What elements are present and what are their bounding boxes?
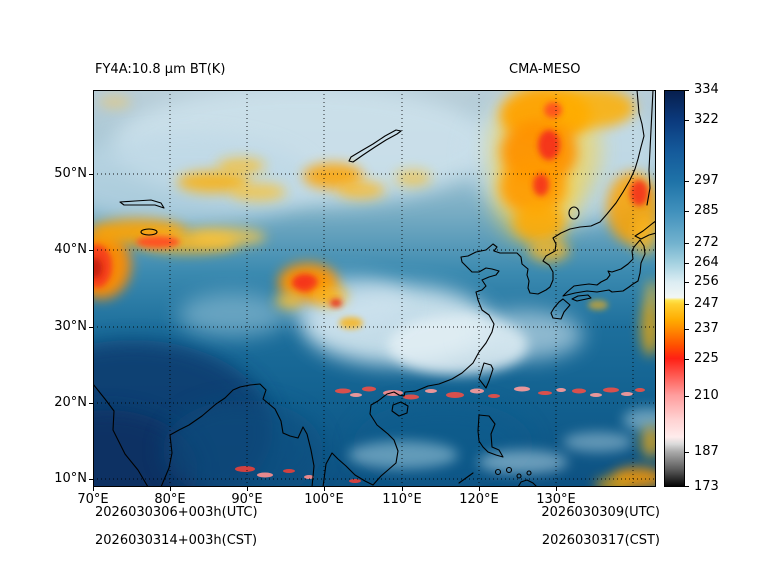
colorbar-tick-label: 173 (694, 479, 719, 494)
y-tick-label: 40°N (54, 242, 87, 257)
colorbar-tick-mark (685, 263, 689, 264)
x-tick-mark (93, 487, 94, 491)
colorbar (664, 90, 685, 487)
forecast-time-utc: 2026030306+003h(UTC) (95, 505, 258, 520)
y-tick-label: 50°N (54, 166, 87, 181)
valid-time-utc: 2026030309(UTC) (541, 505, 660, 520)
coastline-layer (93, 90, 656, 487)
y-tick-mark (89, 250, 93, 251)
bt-field-layer (93, 90, 656, 487)
colorbar-tick-label: 210 (694, 388, 719, 403)
y-tick-mark (89, 327, 93, 328)
colorbar-tick-mark (685, 90, 689, 91)
x-tick-label: 120°E (459, 492, 499, 507)
colorbar-tick-mark (685, 329, 689, 330)
x-tick-label: 130°E (536, 492, 576, 507)
y-tick-label: 20°N (54, 395, 87, 410)
colorbar-tick-label: 256 (694, 274, 719, 289)
x-tick-mark (556, 487, 557, 491)
colorbar-tick-label: 322 (694, 112, 719, 127)
colorbar-tick-mark (685, 181, 689, 182)
plot-title-left: FY4A:10.8 μm BT(K) (95, 62, 226, 77)
x-tick-mark (324, 487, 325, 491)
x-tick-label: 80°E (154, 492, 186, 507)
y-tick-label: 10°N (54, 471, 87, 486)
colorbar-tick-label: 247 (694, 296, 719, 311)
satellite-bt-map (93, 90, 656, 487)
x-tick-label: 110°E (382, 492, 422, 507)
plot-title-right: CMA-MESO (509, 62, 581, 77)
colorbar-tick-mark (685, 359, 689, 360)
map-plot-area (93, 90, 656, 487)
colorbar-tick-mark (685, 486, 689, 487)
colorbar-tick-label: 264 (694, 255, 719, 270)
x-tick-label: 100°E (304, 492, 344, 507)
colorbar-tick-mark (685, 211, 689, 212)
x-tick-mark (402, 487, 403, 491)
colorbar-tick-label: 272 (694, 235, 719, 250)
colorbar-tick-label: 225 (694, 351, 719, 366)
x-tick-mark (170, 487, 171, 491)
colorbar-tick-mark (685, 304, 689, 305)
colorbar-tick-mark (685, 396, 689, 397)
colorbar-tick-mark (685, 282, 689, 283)
colorbar-tick-label: 187 (694, 444, 719, 459)
colorbar-tick-mark (685, 243, 689, 244)
x-tick-label: 90°E (231, 492, 263, 507)
axes-frame (93, 90, 656, 487)
colorbar-tick-label: 237 (694, 321, 719, 336)
x-tick-mark (479, 487, 480, 491)
colorbar-tick-label: 334 (694, 82, 719, 97)
y-tick-label: 30°N (54, 319, 87, 334)
forecast-time-cst: 2026030314+003h(CST) (95, 533, 258, 548)
x-tick-label: 70°E (77, 492, 109, 507)
colorbar-tick-mark (685, 452, 689, 453)
y-tick-mark (89, 479, 93, 480)
valid-time-cst: 2026030317(CST) (541, 533, 660, 548)
colorbar-tick-label: 297 (694, 173, 719, 188)
y-tick-mark (89, 174, 93, 175)
y-tick-mark (89, 403, 93, 404)
x-tick-mark (247, 487, 248, 491)
colorbar-tick-mark (685, 120, 689, 121)
colorbar-tick-label: 285 (694, 203, 719, 218)
